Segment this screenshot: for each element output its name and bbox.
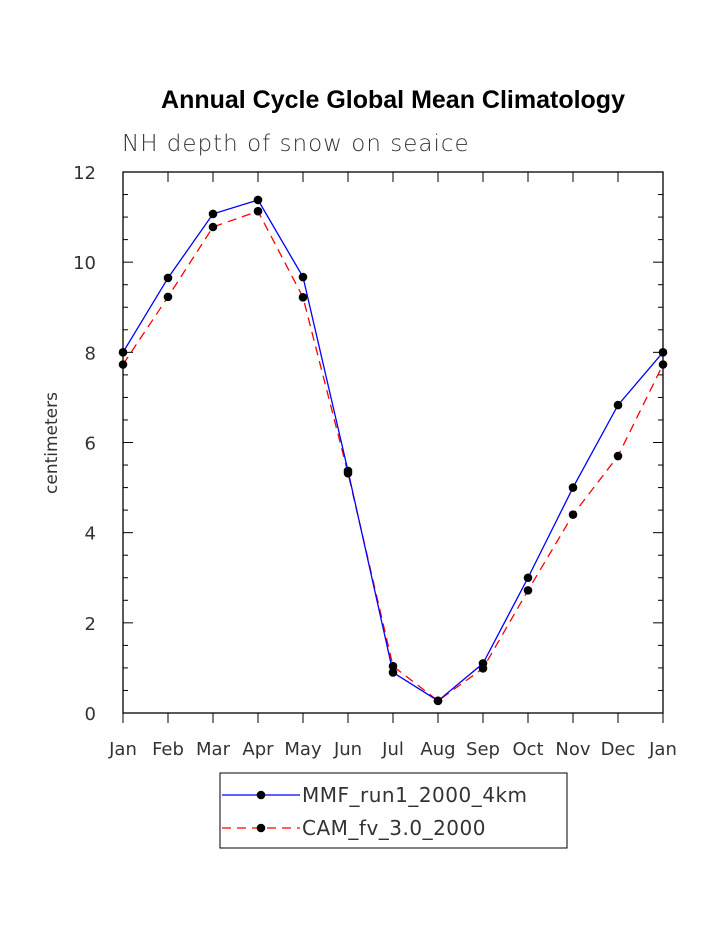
x-tick-label: Dec [601, 739, 636, 760]
data-point [613, 451, 623, 461]
y-tick-label: 10 [73, 253, 96, 274]
data-point [523, 573, 533, 583]
legend-marker [256, 823, 266, 833]
y-tick-label: 6 [85, 434, 96, 455]
data-point [208, 209, 218, 219]
x-tick-label: Apr [242, 739, 274, 760]
data-point [298, 272, 308, 282]
y-tick-label: 0 [85, 704, 96, 725]
x-tick-labels: Jan Feb Mar Apr May Jun Jul Aug Sep Oct Nov Dec Jan [108, 739, 677, 760]
data-point [388, 661, 398, 671]
plot-series [118, 195, 668, 706]
x-tick-label: Jun [333, 739, 362, 760]
x-tick-label: Oct [512, 739, 543, 760]
legend-label: CAM_fv_3.0_2000 [302, 816, 486, 840]
legend-label: MMF_run1_2000_4km [302, 783, 528, 807]
data-point [253, 206, 263, 216]
y-tick-labels: 0 2 4 6 8 10 12 [73, 163, 96, 725]
data-point [343, 466, 353, 476]
data-point [163, 292, 173, 302]
legend-box [219, 772, 568, 849]
y-tick-label: 8 [85, 343, 96, 364]
y-axis-label: centimeters [42, 392, 62, 494]
axis-ticks [122, 171, 664, 723]
series-line [122, 210, 664, 702]
data-point [208, 222, 218, 232]
x-tick-label: May [284, 739, 322, 760]
x-tick-label: Mar [196, 739, 231, 760]
data-point [568, 510, 578, 519]
legend-marker [256, 790, 266, 800]
chart-subtitle: NH depth of snow on seaice [122, 131, 470, 157]
data-point [613, 400, 623, 410]
data-point [163, 273, 173, 283]
x-tick-label: Jan [648, 739, 677, 760]
x-tick-label: Sep [466, 739, 500, 760]
series-line [122, 199, 664, 702]
x-tick-label: Aug [420, 739, 455, 760]
plot-frame [122, 171, 664, 714]
x-tick-label: Jul [381, 739, 404, 760]
x-tick-label: Feb [152, 739, 184, 760]
chart-title: Annual Cycle Global Mean Climatology [161, 86, 625, 114]
x-tick-label: Jan [108, 739, 137, 760]
y-tick-label: 2 [85, 614, 96, 635]
data-point [433, 696, 443, 706]
data-point [523, 586, 533, 595]
data-point [478, 659, 488, 668]
data-point [388, 668, 398, 677]
data-point [298, 293, 308, 302]
legend: MMF_run1_2000_4km CAM_fv_3.0_2000 [219, 772, 568, 849]
y-tick-label: 12 [73, 163, 96, 184]
data-point [253, 195, 263, 205]
y-tick-label: 4 [85, 524, 96, 545]
x-tick-label: Nov [555, 739, 590, 760]
data-point [568, 483, 578, 492]
